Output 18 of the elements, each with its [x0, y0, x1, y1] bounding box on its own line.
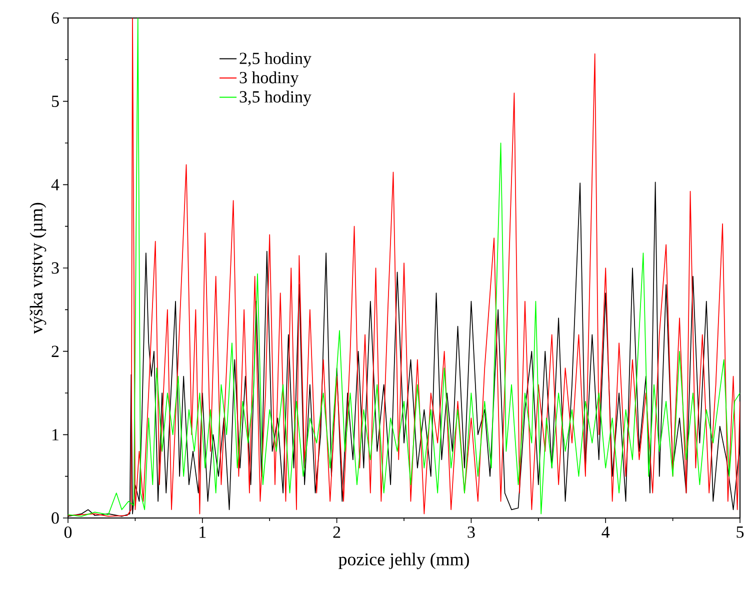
x-axis-title: pozice jehly (mm) [338, 552, 469, 570]
x-tick-label: 3 [468, 526, 475, 538]
x-tick-label: 2 [333, 526, 340, 538]
x-tick-label: 1 [200, 526, 206, 538]
y-tick-label: 3 [52, 262, 59, 274]
x-tick-label: 4 [602, 526, 610, 538]
y-tick-label: 4 [51, 179, 60, 190]
y-tick-label: 1 [52, 429, 58, 440]
legend-label: 3 hodiny [240, 71, 299, 87]
y-tick-label: 6 [52, 12, 59, 24]
y-tick-label: 0 [52, 512, 59, 524]
legend-label: 3,5 hodiny [240, 90, 312, 106]
x-tick-label: 5 [736, 526, 744, 538]
y-tick-label: 2 [52, 346, 59, 357]
x-tick-label: 0 [64, 526, 72, 538]
legend-label: 2,5 hodiny [240, 52, 312, 68]
y-axis-title: výška vrstvy (µm) [30, 202, 46, 334]
y-tick-label: 5 [52, 96, 59, 107]
